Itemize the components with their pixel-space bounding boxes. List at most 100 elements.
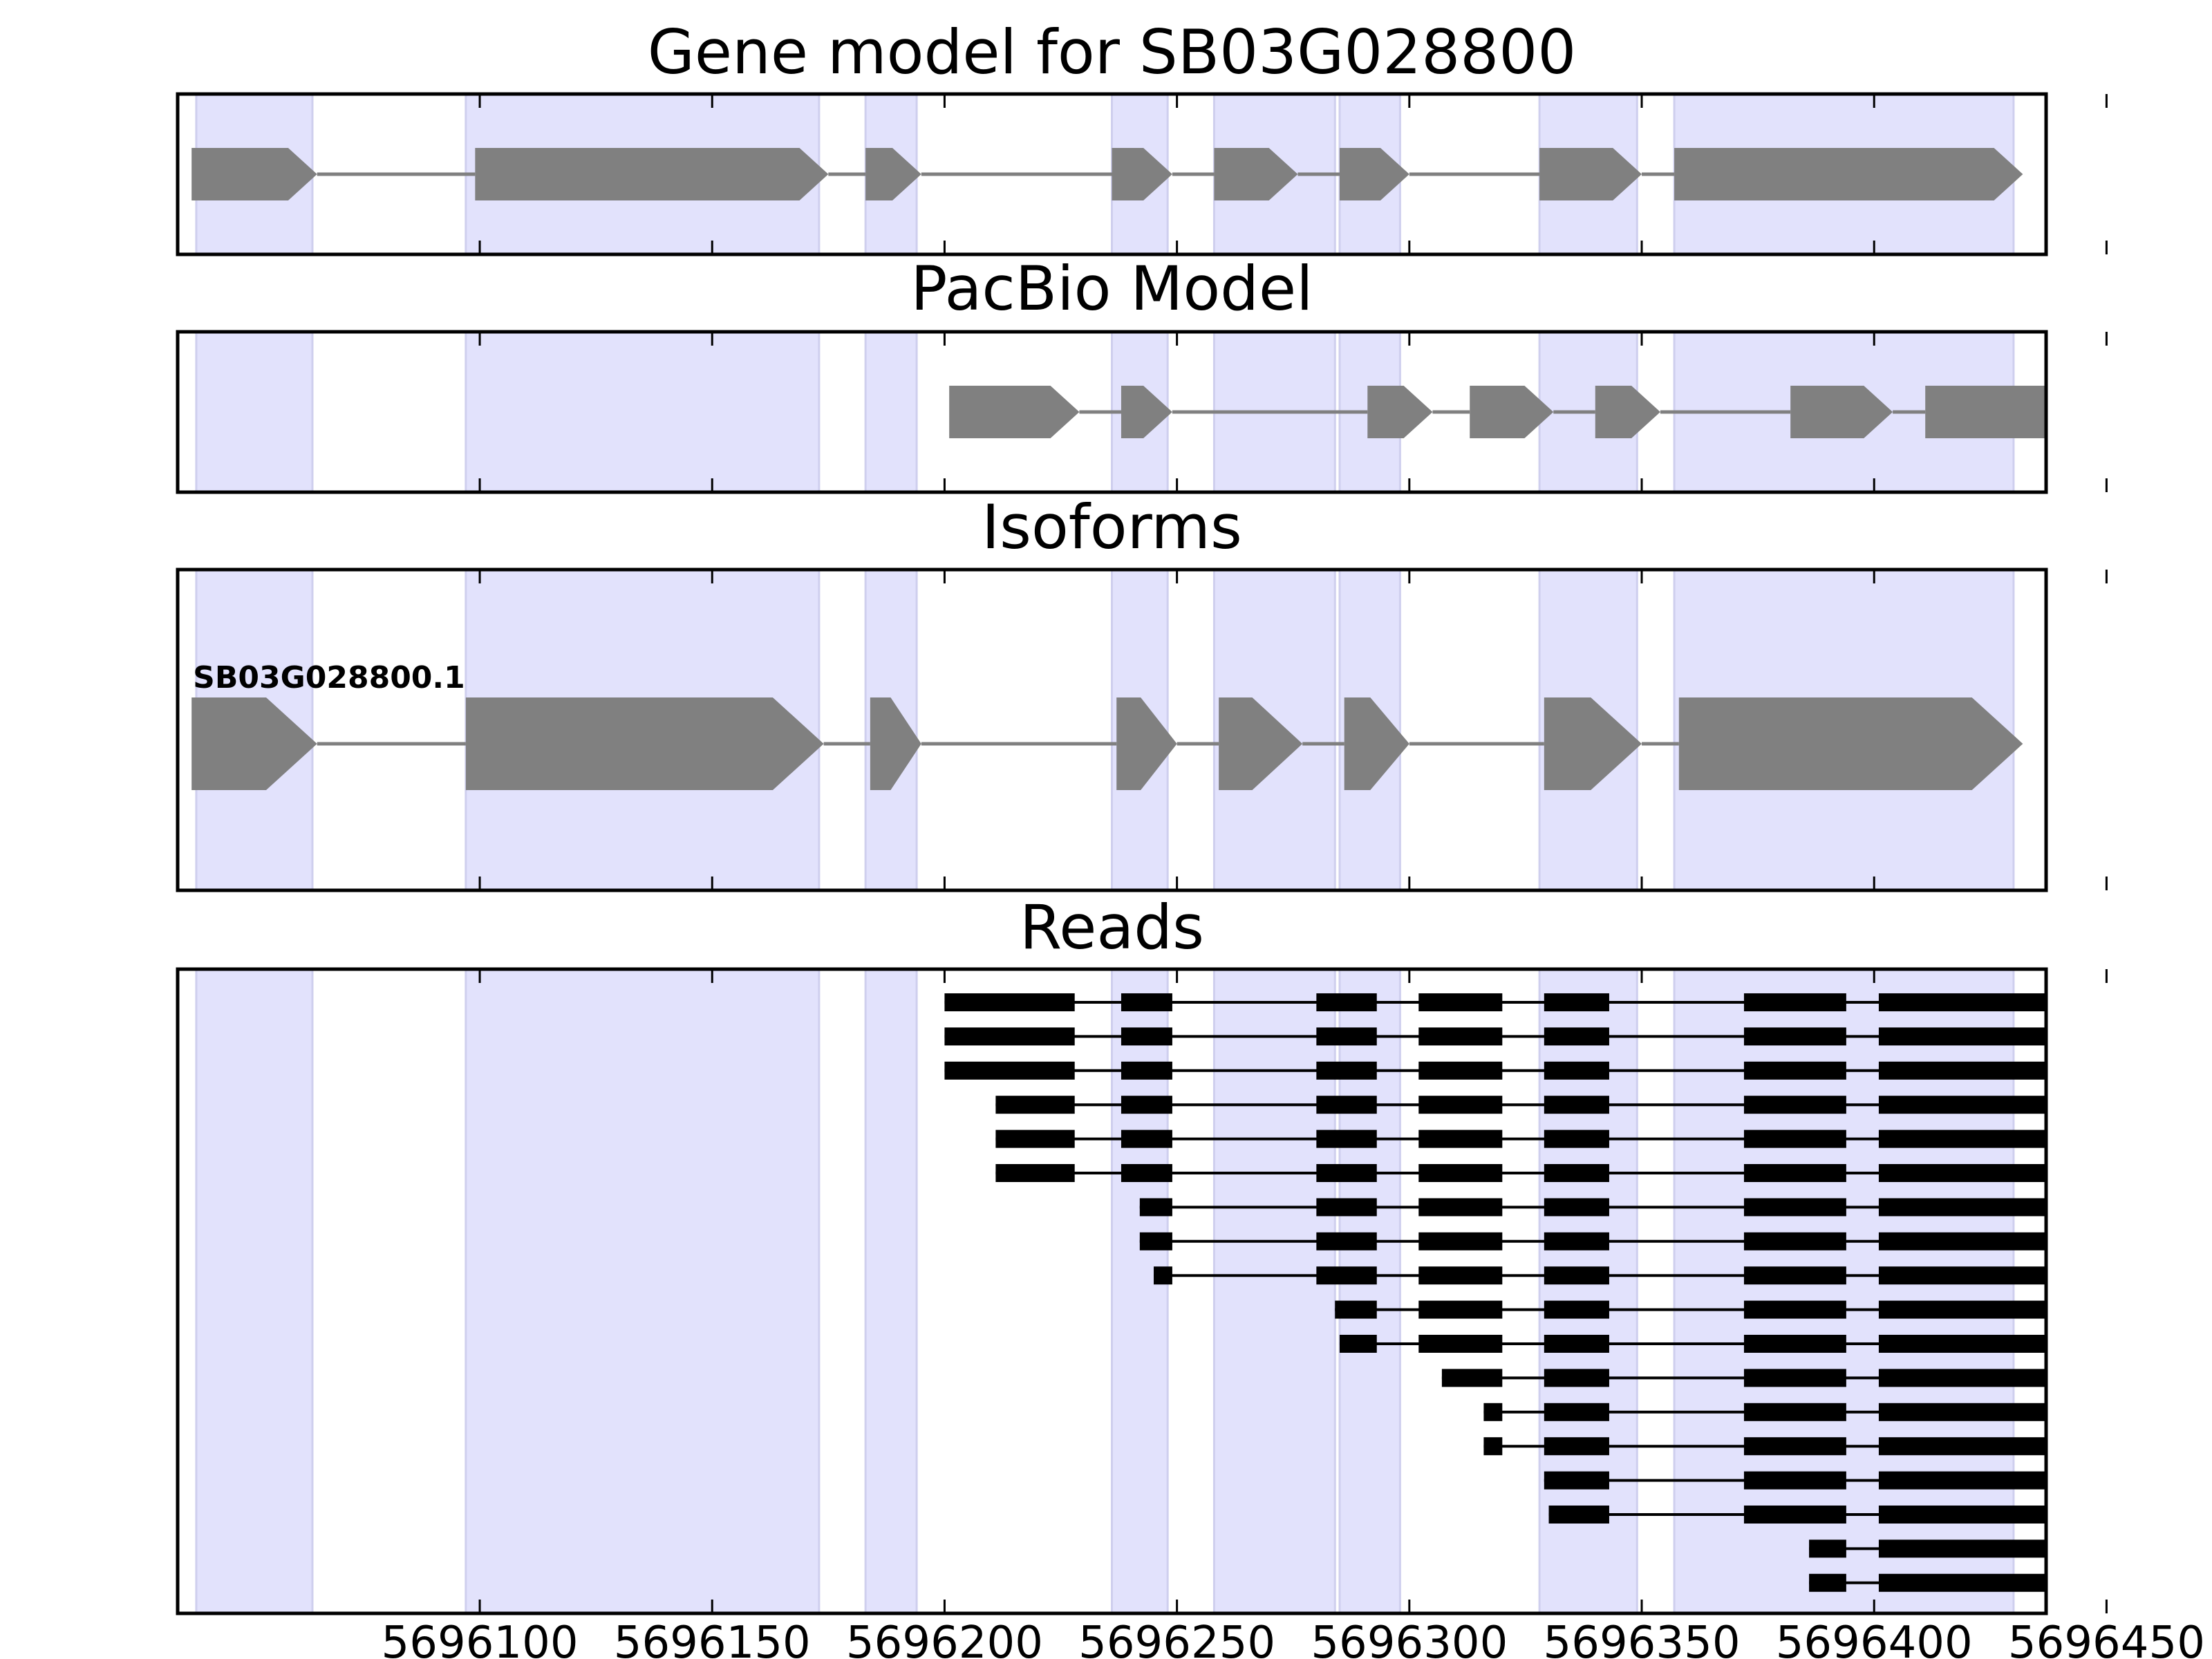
panel-plot-area — [191, 570, 2023, 890]
read-exon-block — [1544, 1335, 1609, 1353]
read-exon-block — [1878, 1539, 2046, 1558]
read-exon-block — [1418, 1335, 1503, 1353]
read-exon-block — [1121, 1096, 1172, 1114]
read-exon-block — [1743, 1300, 1846, 1319]
panel-title: Isoforms — [982, 491, 1242, 563]
read-row — [1483, 1437, 2046, 1456]
read-row — [1483, 1403, 2046, 1421]
x-tick-label: 5696400 — [1776, 1618, 1973, 1659]
x-tick-label: 5696150 — [614, 1618, 811, 1659]
read-exon-block — [1483, 1437, 1503, 1456]
exon-block — [191, 148, 317, 200]
read-exon-block — [995, 1130, 1075, 1148]
read-exon-block — [1316, 1130, 1377, 1148]
exon-block — [1112, 148, 1172, 200]
read-exon-block — [944, 1027, 1075, 1046]
read-exon-block — [1316, 1061, 1377, 1080]
read-exon-block — [1121, 1061, 1172, 1080]
read-exon-block — [1743, 1471, 1846, 1490]
read-exon-block — [1121, 1164, 1172, 1182]
x-tick-label: 5696350 — [1544, 1618, 1741, 1659]
read-row — [1154, 1266, 2046, 1285]
read-exon-block — [1139, 1232, 1172, 1250]
exon-block — [1367, 386, 1433, 438]
read-exon-block — [1743, 1437, 1846, 1456]
read-row — [1139, 1232, 2046, 1250]
exon-block — [1678, 697, 2023, 790]
exon-block — [1121, 386, 1172, 438]
read-exon-block — [944, 993, 1075, 1011]
x-tick-label: 5696300 — [1311, 1618, 1508, 1659]
read-exon-block — [1743, 1335, 1846, 1353]
read-exon-block — [1878, 1164, 2046, 1182]
x-tick-label: 5696200 — [846, 1618, 1043, 1659]
read-exon-block — [1418, 1061, 1503, 1080]
exon-block — [949, 386, 1080, 438]
read-exon-block — [1139, 1198, 1172, 1217]
read-exon-block — [1878, 1061, 2046, 1080]
shaded-region — [465, 332, 821, 492]
shaded-region — [864, 332, 918, 492]
read-exon-block — [1154, 1266, 1172, 1285]
read-row — [1544, 1471, 2046, 1490]
read-exon-block — [1339, 1335, 1377, 1353]
read-exon-block — [1316, 1096, 1377, 1114]
read-row — [1441, 1369, 2046, 1387]
read-row — [1809, 1573, 2046, 1592]
exon-block — [1219, 697, 1303, 790]
read-exon-block — [1743, 1198, 1846, 1217]
read-row — [995, 1164, 2046, 1182]
read-exon-block — [1544, 1437, 1609, 1456]
read-exon-block — [1743, 1506, 1846, 1524]
exon-block — [475, 148, 829, 200]
read-exon-block — [1544, 1096, 1609, 1114]
read-row — [995, 1130, 2046, 1148]
read-exon-block — [1544, 993, 1609, 1011]
read-exon-block — [1544, 1027, 1609, 1046]
exon-block — [870, 697, 921, 790]
panel-2: PacBio Model — [176, 253, 2108, 494]
read-exon-block — [1878, 1096, 2046, 1114]
read-exon-block — [1544, 1232, 1609, 1250]
panel-plot-area — [195, 969, 2046, 1613]
panel-frame — [176, 967, 2048, 1615]
read-exon-block — [1743, 1130, 1846, 1148]
exon-block — [1674, 148, 2023, 200]
read-exon-block — [1878, 1335, 2046, 1353]
panel-title: Gene model for SB03G028800 — [648, 17, 1577, 88]
read-row — [1809, 1539, 2046, 1558]
read-exon-block — [1544, 1300, 1609, 1319]
read-exon-block — [1335, 1300, 1377, 1319]
read-exon-block — [1809, 1539, 1846, 1558]
panel-3: SB03G028800.1 Isoforms — [176, 491, 2108, 892]
read-exon-block — [1418, 993, 1503, 1011]
read-row — [944, 1027, 2046, 1046]
read-row — [1335, 1300, 2046, 1319]
read-exon-block — [1743, 1266, 1846, 1285]
x-tick-label: 5696450 — [2008, 1618, 2205, 1659]
read-exon-block — [1878, 1130, 2046, 1148]
isoform-label: SB03G028800.1 — [193, 660, 465, 695]
panel-plot-area — [191, 94, 2023, 254]
exon-block — [1544, 697, 1642, 790]
read-exon-block — [1878, 1198, 2046, 1217]
x-tick-label: 5696100 — [382, 1618, 579, 1659]
read-exon-block — [1809, 1573, 1846, 1592]
read-row — [1548, 1506, 2046, 1524]
read-exon-block — [1548, 1506, 1609, 1524]
read-exon-block — [1316, 1232, 1377, 1250]
read-exon-block — [1544, 1061, 1609, 1080]
read-exon-block — [1878, 1300, 2046, 1319]
read-row — [995, 1096, 2046, 1114]
exon-block — [465, 697, 824, 790]
read-row — [944, 993, 2046, 1011]
shaded-region — [864, 969, 918, 1613]
read-exon-block — [1743, 1027, 1846, 1046]
read-exon-block — [1544, 1403, 1609, 1421]
shaded-region — [1212, 969, 1336, 1613]
read-exon-block — [1441, 1369, 1503, 1387]
read-exon-block — [1743, 1096, 1846, 1114]
read-exon-block — [1418, 1232, 1503, 1250]
read-row — [1339, 1335, 2046, 1353]
read-exon-block — [1878, 1266, 2046, 1285]
